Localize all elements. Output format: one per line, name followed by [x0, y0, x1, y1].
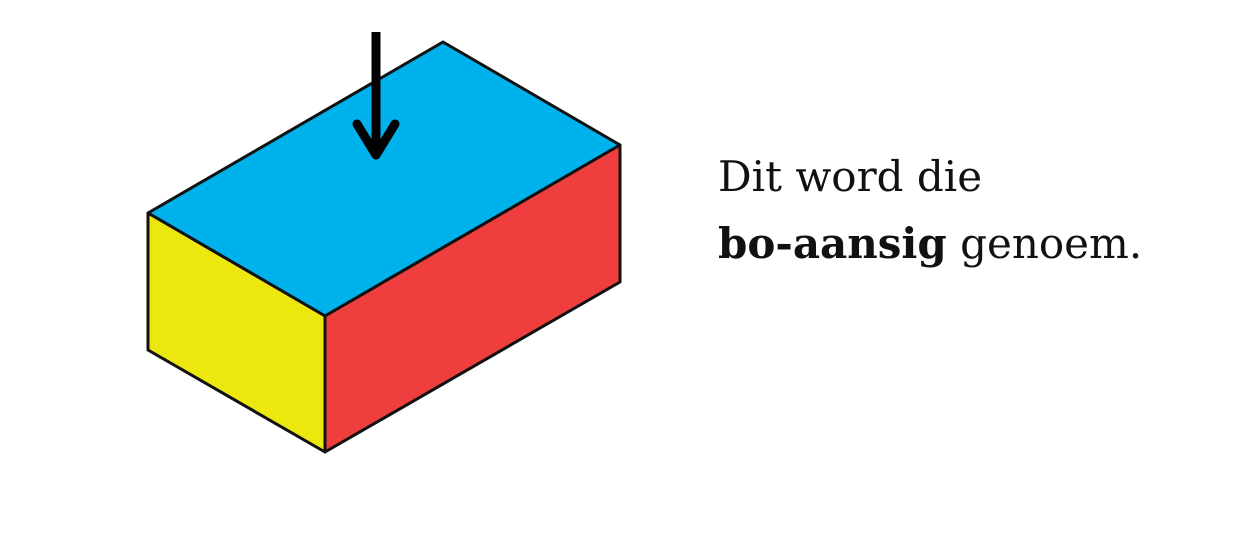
- caption-line-2-rest: genoem.: [946, 219, 1143, 268]
- box-front-face: [323, 143, 622, 454]
- down-arrow-icon: [352, 32, 400, 160]
- caption-line-1: Dit word die: [718, 152, 983, 201]
- caption: Dit word die bo-aansig genoem.: [718, 143, 1142, 277]
- caption-line-2: bo-aansig genoem.: [718, 210, 1142, 277]
- caption-bold-term: bo-aansig: [718, 219, 947, 268]
